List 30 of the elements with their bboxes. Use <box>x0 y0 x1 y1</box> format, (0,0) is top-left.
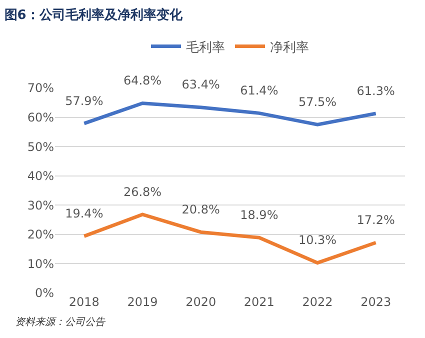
x-tick-label: 2023 <box>360 295 392 309</box>
data-label: 19.4% <box>65 206 104 221</box>
y-tick-label: 30% <box>27 198 54 212</box>
y-tick-label: 40% <box>27 169 54 184</box>
data-label: 20.8% <box>182 202 220 216</box>
x-tick-label: 2021 <box>244 295 274 309</box>
data-label: 26.8% <box>123 184 162 199</box>
data-label: 17.2% <box>356 213 395 228</box>
data-label: 57.9% <box>65 94 104 108</box>
data-label: 18.9% <box>240 208 278 222</box>
x-tick-label: 2022 <box>302 295 333 309</box>
x-tick-label: 2018 <box>68 295 100 309</box>
data-label: 10.3% <box>298 233 337 248</box>
x-tick-label: 2019 <box>127 295 158 309</box>
chart-title: 图6：公司毛利率及净利率变化 <box>4 7 184 24</box>
y-tick-label: 70% <box>27 81 54 96</box>
data-label: 61.4% <box>240 84 278 98</box>
y-tick-label: 0% <box>34 286 54 300</box>
data-label: 64.8% <box>123 74 162 88</box>
y-tick-label: 10% <box>27 256 54 271</box>
text: 资料来源：公司公告 <box>15 316 106 328</box>
legend-label: 毛利率 <box>186 39 225 56</box>
y-tick-label: 20% <box>27 228 54 242</box>
legend-label: 净利率 <box>270 39 309 56</box>
data-label: 61.3% <box>356 84 395 98</box>
x-tick-label: 2020 <box>186 295 216 309</box>
data-label: 57.5% <box>298 95 337 110</box>
data-label: 63.4% <box>182 78 220 92</box>
y-tick-label: 50% <box>27 140 54 154</box>
y-tick-label: 60% <box>27 110 54 124</box>
